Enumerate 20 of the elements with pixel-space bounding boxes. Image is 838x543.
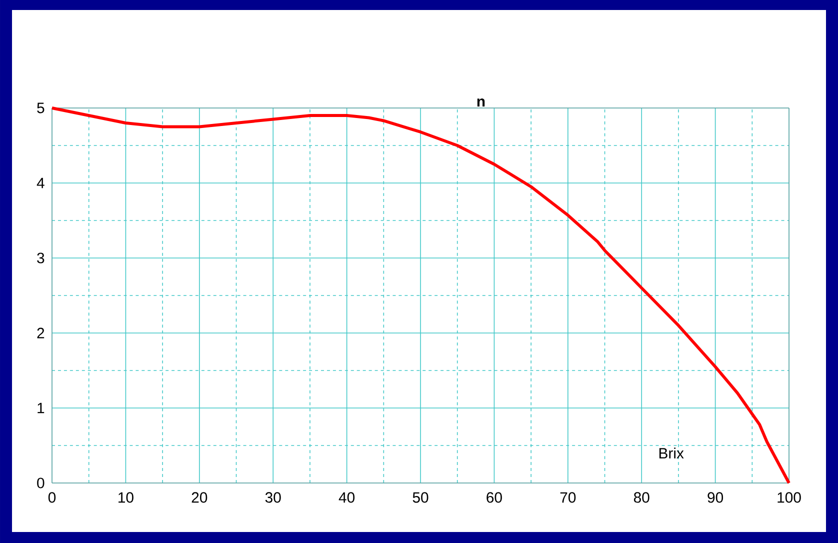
- x-axis-title: Brix: [659, 448, 684, 458]
- x-tick-label: 40: [338, 492, 355, 503]
- x-tick-label: 60: [486, 492, 502, 503]
- y-tick-label: 1: [38, 402, 44, 414]
- y-tick-label: 0: [37, 478, 44, 488]
- x-tick-label: 80: [634, 492, 650, 503]
- x-tick-label: 10: [118, 492, 134, 503]
- x-tick-label: 90: [708, 492, 724, 503]
- x-tick-label: 50: [412, 492, 428, 503]
- y-tick-label: 3: [37, 252, 44, 264]
- x-tick-label: 0: [48, 492, 56, 503]
- y-tick-label: 2: [37, 328, 44, 338]
- x-tick-label: 20: [192, 492, 208, 503]
- y-tick-label: 4: [36, 178, 44, 188]
- y-axis-title: n: [477, 98, 485, 107]
- x-tick-label: 70: [560, 492, 576, 503]
- y-tick-label: 5: [37, 102, 44, 114]
- line-series: [50, 106, 791, 484]
- x-tick-label: 100: [778, 492, 801, 503]
- x-tick-label: 30: [265, 492, 281, 503]
